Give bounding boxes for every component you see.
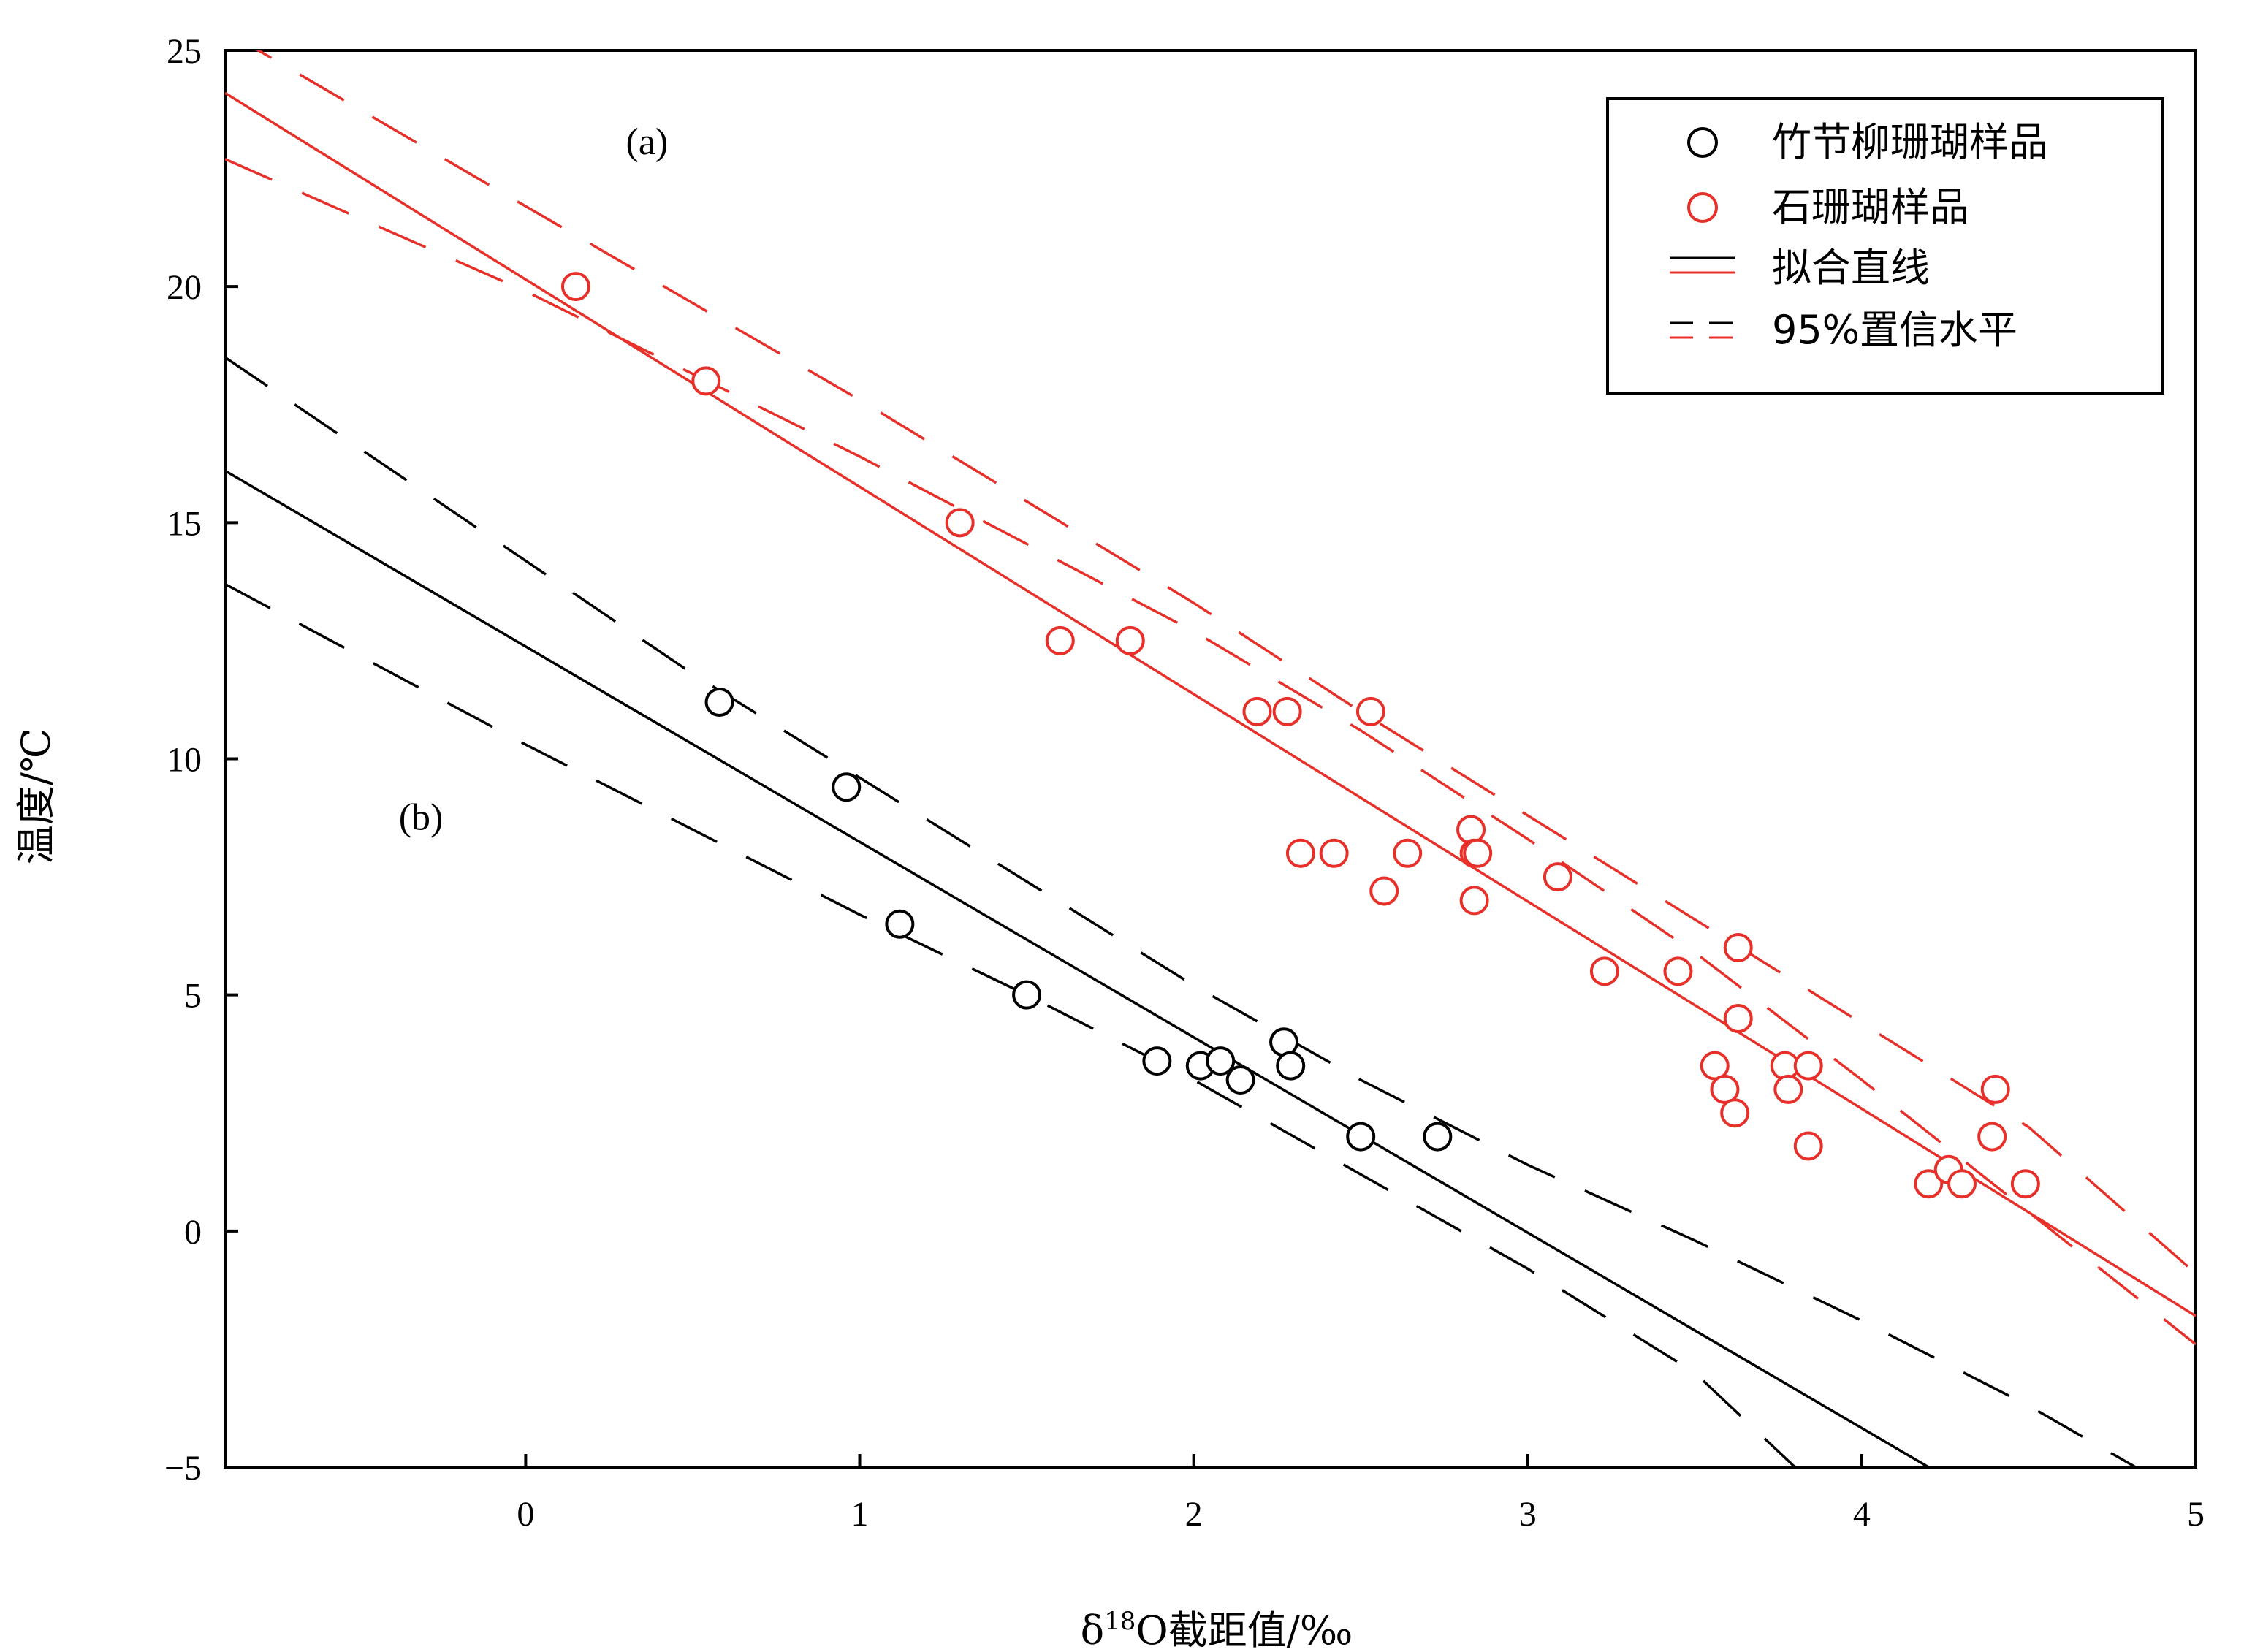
annotation-b: (b) — [399, 796, 444, 838]
data-point-red — [1793, 1131, 1823, 1161]
fit-line-black — [225, 469, 1930, 1467]
legend: 竹节柳珊瑚样品 石珊瑚样品 拟合直线 95%置信水平 — [1606, 97, 2164, 395]
data-point-red — [1285, 838, 1315, 868]
data-point-red — [1723, 933, 1753, 963]
data-point-red — [1720, 1098, 1750, 1128]
axis-ticks: 0 1 2 3 4 5 −5 0 5 10 15 20 25 — [164, 32, 2205, 1534]
x-tick-label: 2 — [1185, 1495, 1203, 1534]
data-point-red — [1355, 696, 1385, 726]
data-point-black — [885, 909, 915, 939]
data-point-red — [560, 272, 590, 302]
y-tick-label: 15 — [167, 504, 202, 543]
y-tick-label: 20 — [167, 268, 202, 307]
data-point-red — [1663, 956, 1693, 986]
data-point-black — [832, 772, 862, 802]
x-axis-title-sup: 18 — [1104, 1607, 1136, 1636]
data-point-black — [1206, 1046, 1236, 1076]
x-tick-label: 3 — [1519, 1495, 1537, 1534]
data-point-red — [1773, 1074, 1803, 1104]
x-tick-label: 0 — [517, 1495, 534, 1534]
data-point-red — [1242, 696, 1272, 726]
fit-line-red — [225, 91, 2196, 1317]
legend-label-3: 拟合直线 — [1772, 245, 1930, 291]
data-point-red — [1115, 625, 1145, 655]
data-point-red — [1463, 838, 1493, 868]
x-axis-title-rest: O截距值/‰ — [1136, 1607, 1353, 1652]
data-point-red — [1045, 625, 1075, 655]
ci-lower-line-red — [225, 158, 2196, 1346]
data-point-red — [1543, 862, 1572, 892]
data-point-red — [1947, 1169, 1977, 1199]
legend-label-1: 竹节柳珊瑚样品 — [1772, 119, 2048, 165]
data-point-red — [1459, 886, 1489, 916]
legend-marker-black-circle — [1687, 127, 1718, 158]
y-tick-label: 0 — [184, 1213, 202, 1252]
legend-marker-red-circle — [1687, 192, 1718, 223]
data-point-black — [1269, 1027, 1299, 1057]
data-point-red — [945, 508, 975, 538]
data-point-red — [1723, 1003, 1753, 1033]
x-tick-label: 4 — [1853, 1495, 1871, 1534]
data-point-black — [1276, 1051, 1306, 1081]
ci-upper-line-black — [225, 356, 2137, 1467]
x-tick-label: 1 — [851, 1495, 869, 1534]
y-tick-label: −5 — [164, 1449, 202, 1488]
annotation-a: (a) — [626, 121, 669, 163]
data-point-black — [1346, 1122, 1376, 1152]
data-points — [560, 272, 2040, 1199]
y-axis-title: 温度/℃ — [13, 728, 59, 865]
legend-label-4: 95%置信水平 — [1772, 307, 2017, 353]
y-tick-label: 10 — [167, 741, 202, 780]
x-axis-title: δ18O截距值/‰ — [1081, 1607, 1353, 1652]
y-tick-label: 5 — [184, 977, 202, 1016]
x-axis-title-delta: δ — [1081, 1607, 1105, 1652]
data-point-red — [1369, 876, 1399, 906]
data-point-red — [1456, 815, 1486, 845]
data-point-red — [2010, 1169, 2040, 1199]
data-point-black — [704, 687, 734, 717]
data-point-red — [1319, 838, 1349, 868]
x-tick-label: 5 — [2187, 1495, 2205, 1534]
data-point-red — [1393, 838, 1423, 868]
data-point-red — [1977, 1122, 2007, 1152]
data-point-red — [1793, 1051, 1823, 1081]
legend-box — [1606, 97, 2164, 395]
data-point-red — [1589, 956, 1619, 986]
data-point-red — [1272, 696, 1302, 726]
ci-lower-line-black — [225, 582, 1796, 1467]
data-point-black — [1142, 1046, 1172, 1076]
fit-lines — [225, 50, 2196, 1467]
ci-upper-line-red — [255, 50, 2196, 1275]
data-point-black — [1012, 980, 1042, 1010]
legend-label-2: 石珊瑚样品 — [1772, 184, 1969, 230]
y-tick-label: 25 — [167, 32, 202, 71]
data-point-red — [1980, 1074, 2010, 1104]
data-point-black — [1423, 1122, 1453, 1152]
data-point-red — [691, 366, 721, 396]
data-point-black — [1225, 1065, 1255, 1095]
data-point-red — [1914, 1169, 1944, 1199]
